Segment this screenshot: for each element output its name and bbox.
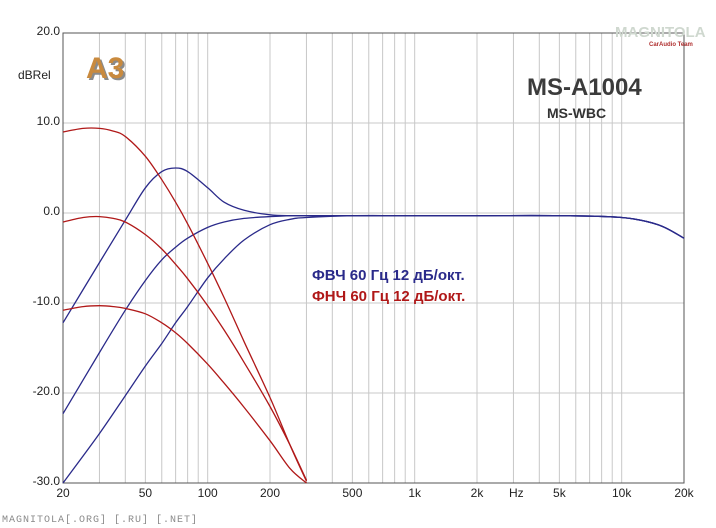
model-title: MS-A1004 [527,74,642,101]
x-tick-label: 20k [674,486,694,500]
response-curve-2 [62,214,685,415]
x-tick-label: 1k [408,486,422,500]
response-curve-6 [62,305,307,484]
x-tick-label: 100 [198,486,218,500]
x-tick-label: 5k [553,486,567,500]
x-axis-label: Hz [509,486,524,500]
a3-logo: A3 A3 [86,52,126,87]
y-tick-label: 0.0 [43,204,60,218]
x-tick-label: 20 [56,486,70,500]
y-tick-label: 10.0 [37,114,61,128]
response-curve-4 [62,127,308,482]
response-curve-3 [62,214,685,484]
curves [62,127,685,484]
y-tick-label: 20.0 [37,24,61,38]
magnitola-logo-subtitle: CarAudio Team [649,42,693,48]
x-tick-label: 200 [260,486,280,500]
plot-frame [62,32,685,484]
grid [63,32,684,484]
response-curve-5 [62,215,308,481]
a3-logo-text: A3 [86,52,124,85]
y-tick-labels: 20.0 10.0 0.0 -10.0 -20.0 -30.0 [33,24,61,488]
magnitola-logo-text: MAGNITOLA [615,24,706,41]
model-subtitle: MS-WBC [547,105,606,121]
y-tick-label: -10.0 [33,294,61,308]
x-tick-label: 2k [471,486,485,500]
x-tick-label: 10k [612,486,632,500]
y-tick-label: -30.0 [33,474,61,488]
hpf-annotation: ФВЧ 60 Гц 12 дБ/окт. [312,267,465,284]
y-axis-label: dBRel [18,68,51,82]
a3-logo-shadow: A3 [88,54,126,87]
x-tick-label: 50 [139,486,153,500]
footer-watermark: MAGNITOLA[.ORG] [.RU] [.NET] [2,514,198,526]
y-tick-label: -20.0 [33,384,61,398]
x-tick-labels: 20 50 100 200 500 1k 2k 5k 10k 20k [56,486,694,500]
lpf-annotation: ФНЧ 60 Гц 12 дБ/окт. [312,288,465,305]
x-tick-label: 500 [342,486,362,500]
magnitola-logo: MAGNITOLA CarAudio Team [615,24,706,48]
